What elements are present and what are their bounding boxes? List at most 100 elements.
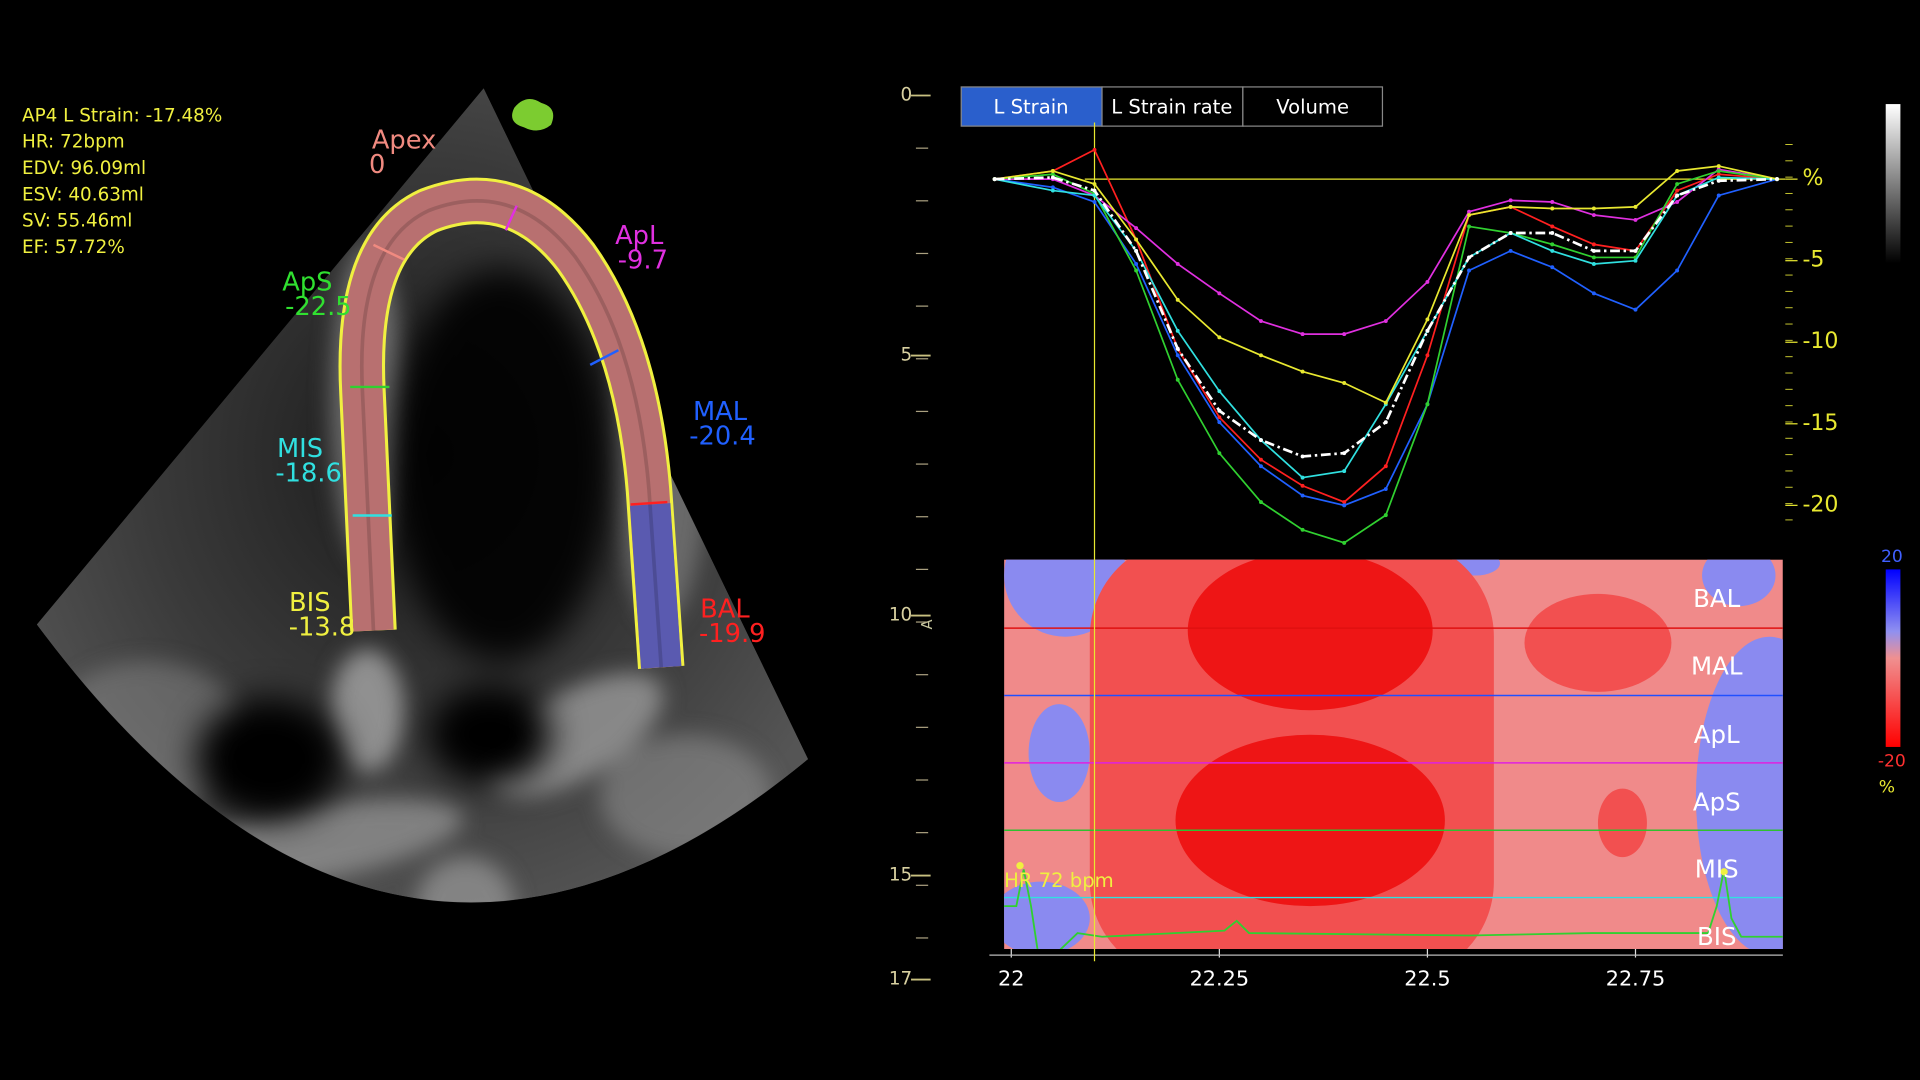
strain-point: [1175, 297, 1180, 302]
strain-point: [1591, 213, 1596, 217]
ecg-marker: [1720, 868, 1728, 876]
strain-point: [1259, 353, 1263, 358]
y-tick-label: -5: [1802, 248, 1824, 273]
strain-point: [1175, 346, 1180, 351]
strain-point: [1217, 415, 1222, 420]
strain-point: [1134, 261, 1139, 266]
strain-point: [1550, 242, 1555, 247]
strain-point: [1633, 204, 1638, 209]
x-tick-label: 22: [998, 967, 1024, 991]
strain-point: [1675, 169, 1680, 173]
strain-point: [1217, 389, 1222, 394]
x-tick-label: 22.25: [1190, 967, 1250, 991]
tab-label[interactable]: L Strain: [993, 95, 1068, 118]
strain-point: [1050, 188, 1055, 193]
strain-point: [1383, 420, 1388, 425]
strain-point: [1134, 248, 1139, 253]
strain-point: [1217, 420, 1222, 425]
strain-point: [1675, 193, 1680, 198]
strain-point: [1716, 164, 1721, 169]
strain-point: [1716, 193, 1721, 198]
heatmap-row-label: ApL: [1694, 720, 1740, 749]
strain-point: [1550, 265, 1555, 270]
strain-point: [1342, 500, 1347, 505]
strain-point: [1300, 475, 1305, 480]
strain-point: [1134, 237, 1139, 242]
tab-bar: L Strain L Strain rate Volume: [960, 86, 1384, 127]
strain-point: [1467, 224, 1471, 229]
strain-point: [1300, 454, 1305, 459]
strain-point: [1383, 319, 1388, 324]
strain-point: [1342, 540, 1347, 545]
strain-point: [1259, 500, 1263, 505]
strain-point: [1591, 261, 1596, 266]
grayscale-bar: [1885, 104, 1901, 264]
measurement: EF: 57.72%: [22, 237, 125, 258]
segment-value: -22.5: [285, 292, 352, 322]
colorbar-unit: %: [1879, 777, 1895, 797]
strain-point: [1092, 147, 1097, 152]
strain-point: [1383, 487, 1388, 491]
heatmap-row-label: ApS: [1693, 787, 1741, 816]
strain-point: [1050, 175, 1055, 180]
tab[interactable]: [1242, 86, 1384, 127]
colorbar-max: 20: [1881, 547, 1903, 567]
strain-point: [1175, 353, 1180, 358]
strain-point: [1550, 200, 1555, 204]
strain-point: [1425, 353, 1430, 358]
strain-point: [1716, 169, 1721, 173]
strain-point: [1633, 217, 1638, 222]
tab[interactable]: [960, 86, 1103, 127]
y-tick-label: -20: [1802, 492, 1838, 517]
dynamic-layer: AP4 L Strain: -17.48% HR: 72bpm EDV: 96.09…: [22, 85, 1838, 991]
strain-point: [1633, 258, 1638, 263]
strain-point: [1217, 291, 1222, 296]
strain-point: [1217, 408, 1222, 413]
heatmap-row-label: MIS: [1695, 855, 1739, 884]
strain-point: [1508, 248, 1513, 253]
strain-point: [1467, 209, 1471, 214]
colorbar: [1885, 569, 1901, 747]
strain-point: [1259, 438, 1263, 443]
strain-point: [1716, 178, 1721, 183]
strain-point: [1591, 248, 1596, 253]
strain-point: [1508, 198, 1513, 203]
measurement: HR: 72bpm: [22, 132, 125, 153]
strain-point: [1342, 332, 1347, 337]
strain-point: [1591, 255, 1596, 260]
strain-point: [1383, 464, 1388, 469]
strain-point: [1675, 188, 1680, 193]
strain-point: [1092, 193, 1097, 198]
strain-point: [1675, 182, 1680, 186]
strain-point: [1425, 279, 1430, 284]
depth-label: 10: [889, 605, 912, 626]
strain-point: [1259, 319, 1263, 324]
strain-point: [1550, 248, 1555, 253]
strain-point: [1300, 493, 1305, 498]
colorbar-min: -20: [1878, 752, 1906, 772]
tab-label[interactable]: L Strain rate: [1111, 95, 1232, 118]
strain-point: [1300, 369, 1305, 374]
segment-value: -9.7: [618, 245, 668, 275]
strain-point: [1675, 200, 1680, 204]
depth-label: 15: [889, 865, 912, 886]
strain-heatmap: [1004, 559, 1783, 949]
tab[interactable]: [1101, 86, 1244, 127]
measurement: AP4 L Strain: -17.48%: [22, 105, 222, 126]
measurement: ESV: 40.63ml: [22, 184, 144, 205]
strain-point: [1591, 242, 1596, 247]
y-tick-label: -15: [1802, 411, 1838, 436]
depth-label: 5: [901, 345, 913, 366]
strain-point: [1425, 402, 1430, 407]
y-tick-label: -10: [1802, 329, 1838, 354]
heatmap-row-label: BAL: [1693, 584, 1741, 613]
strain-point: [1633, 307, 1638, 312]
strain-point: [1425, 328, 1430, 333]
strain-point: [1467, 255, 1471, 260]
segment-name: ApS: [282, 267, 332, 297]
x-tick-label: 22.75: [1606, 967, 1666, 991]
strain-point: [1633, 248, 1638, 253]
strain-point: [1259, 464, 1263, 469]
tab-label[interactable]: Volume: [1276, 95, 1349, 118]
